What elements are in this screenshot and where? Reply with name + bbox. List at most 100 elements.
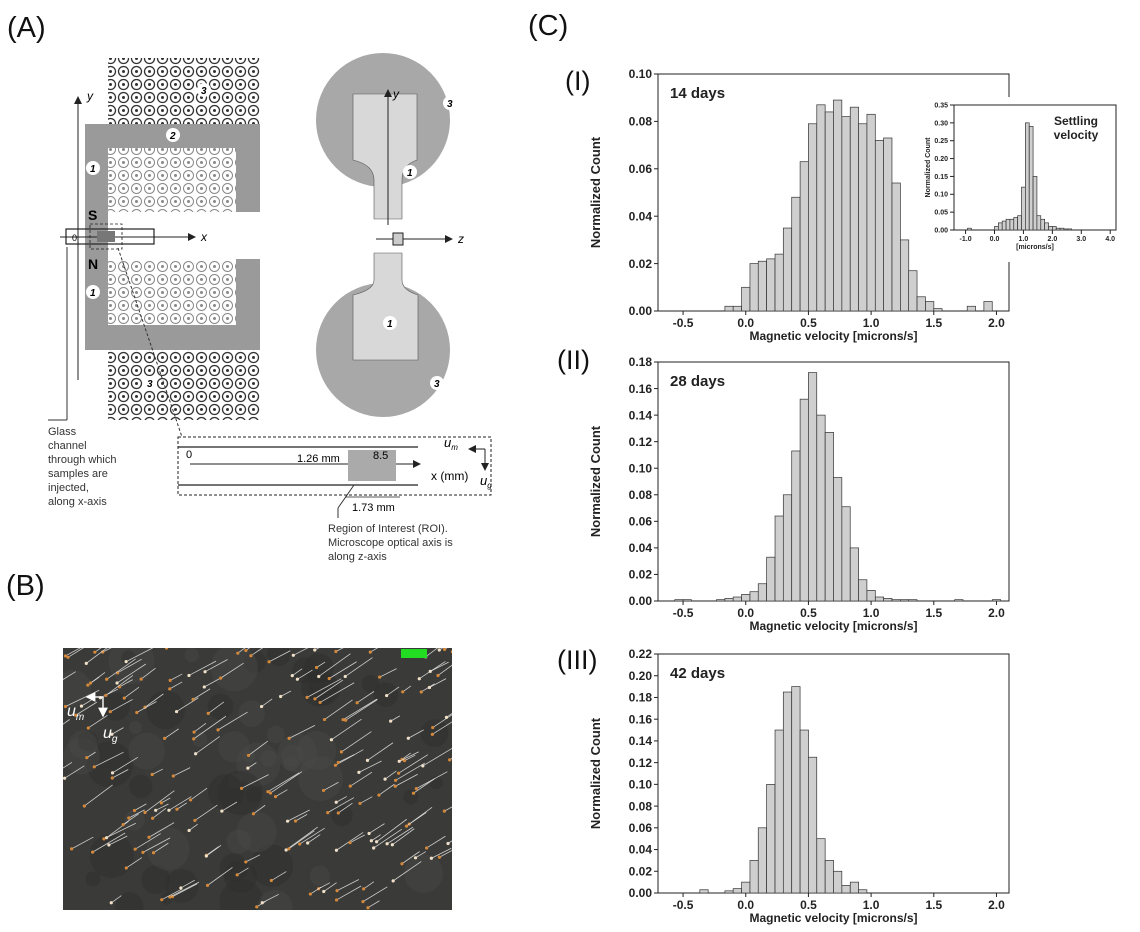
- particle: [122, 696, 126, 700]
- histogram-bar: [900, 599, 910, 602]
- particle-track: [148, 822, 175, 838]
- histogram-bar: [891, 599, 901, 602]
- histogram-bar: [674, 599, 684, 602]
- particle-track: [152, 768, 164, 775]
- particle: [430, 732, 434, 736]
- background-blotch: [101, 692, 131, 721]
- particle-track: [206, 844, 222, 857]
- particle-track: [392, 828, 415, 846]
- particle-track: [359, 796, 373, 804]
- particle-track: [319, 682, 355, 703]
- glass-channel: [65, 228, 155, 245]
- y-tick-label: 0.02: [629, 257, 653, 271]
- histogram-bar: [1055, 227, 1061, 231]
- particle-track: [250, 648, 264, 657]
- track-layer: [63, 648, 452, 910]
- particle: [175, 807, 179, 811]
- particle: [205, 883, 210, 887]
- particle: [293, 819, 298, 823]
- histogram-bar: [874, 140, 885, 312]
- particle: [393, 778, 398, 782]
- particle: [194, 752, 198, 756]
- particle-track: [106, 658, 136, 680]
- particle-track: [336, 796, 347, 803]
- particle: [216, 728, 220, 732]
- y-tick-label: 0.08: [629, 488, 653, 502]
- particle: [266, 790, 270, 794]
- y-tick-label: 0.02: [629, 568, 653, 582]
- particle: [366, 906, 370, 910]
- x-tick-label: -0.5: [673, 606, 694, 620]
- particle-track: [288, 724, 316, 739]
- particle: [334, 848, 339, 852]
- particle: [437, 648, 441, 652]
- particle: [314, 665, 319, 670]
- particle: [251, 812, 256, 816]
- particle-track: [444, 806, 452, 812]
- particle: [404, 824, 409, 828]
- particle: [143, 810, 147, 815]
- particle: [202, 685, 206, 689]
- particle: [336, 760, 340, 765]
- particle-track: [310, 886, 322, 895]
- panel-label-b: (B): [6, 570, 45, 602]
- particle-track: [155, 803, 169, 811]
- histogram-bar: [749, 591, 759, 602]
- particle: [141, 850, 145, 854]
- histogram-bar: [816, 414, 826, 602]
- background-blotch: [223, 859, 258, 894]
- particle: [317, 674, 321, 679]
- histogram-bar: [908, 270, 918, 312]
- particle: [429, 856, 433, 860]
- particle: [132, 808, 137, 813]
- particle: [107, 843, 111, 847]
- particle: [255, 905, 259, 909]
- particle: [414, 787, 418, 791]
- histogram-bar: [858, 889, 868, 894]
- background-blotch: [227, 773, 243, 789]
- x-tick-label: 0.5: [800, 316, 817, 330]
- bottom-pole-tip: [352, 252, 419, 361]
- x-tick-label: 2.0: [1047, 236, 1057, 243]
- particle: [334, 649, 338, 654]
- particle-track: [111, 727, 124, 735]
- chart-title: velocity: [1054, 128, 1099, 142]
- y-tick-label: 0.20: [934, 156, 948, 163]
- histogram-bar: [716, 599, 726, 602]
- particle: [193, 818, 197, 823]
- particle: [339, 750, 344, 754]
- particle-track: [116, 663, 147, 684]
- particle-track: [193, 723, 207, 733]
- histogram-bar: [866, 113, 876, 312]
- particle-track: [270, 771, 303, 794]
- particle: [329, 738, 334, 742]
- histogram-bar: [966, 305, 976, 312]
- particle-track: [429, 678, 447, 688]
- particle: [164, 648, 169, 650]
- particle: [397, 771, 401, 775]
- background-blotch: [108, 648, 155, 685]
- particle-track: [173, 767, 191, 777]
- particle-track: [169, 681, 183, 690]
- histogram-bar: [849, 547, 859, 602]
- particle: [246, 753, 251, 758]
- particle: [159, 801, 163, 805]
- particle: [425, 846, 429, 850]
- particle: [406, 736, 410, 740]
- particle: [437, 855, 441, 859]
- particle-track: [327, 797, 355, 813]
- roi-note: Region of Interest (ROI). Microscope opt…: [328, 523, 453, 563]
- particle-track: [144, 693, 164, 708]
- background-blotch: [128, 721, 143, 735]
- particle: [105, 677, 109, 681]
- particle: [93, 650, 97, 654]
- background-blotch: [218, 770, 263, 816]
- histogram-bar: [833, 870, 843, 894]
- particle: [189, 798, 193, 802]
- histogram-bar: [833, 477, 843, 602]
- particle-track: [271, 871, 287, 881]
- particle-track: [125, 648, 154, 662]
- particle-track: [299, 827, 325, 845]
- particle-track: [63, 762, 73, 769]
- particle-track: [152, 807, 167, 819]
